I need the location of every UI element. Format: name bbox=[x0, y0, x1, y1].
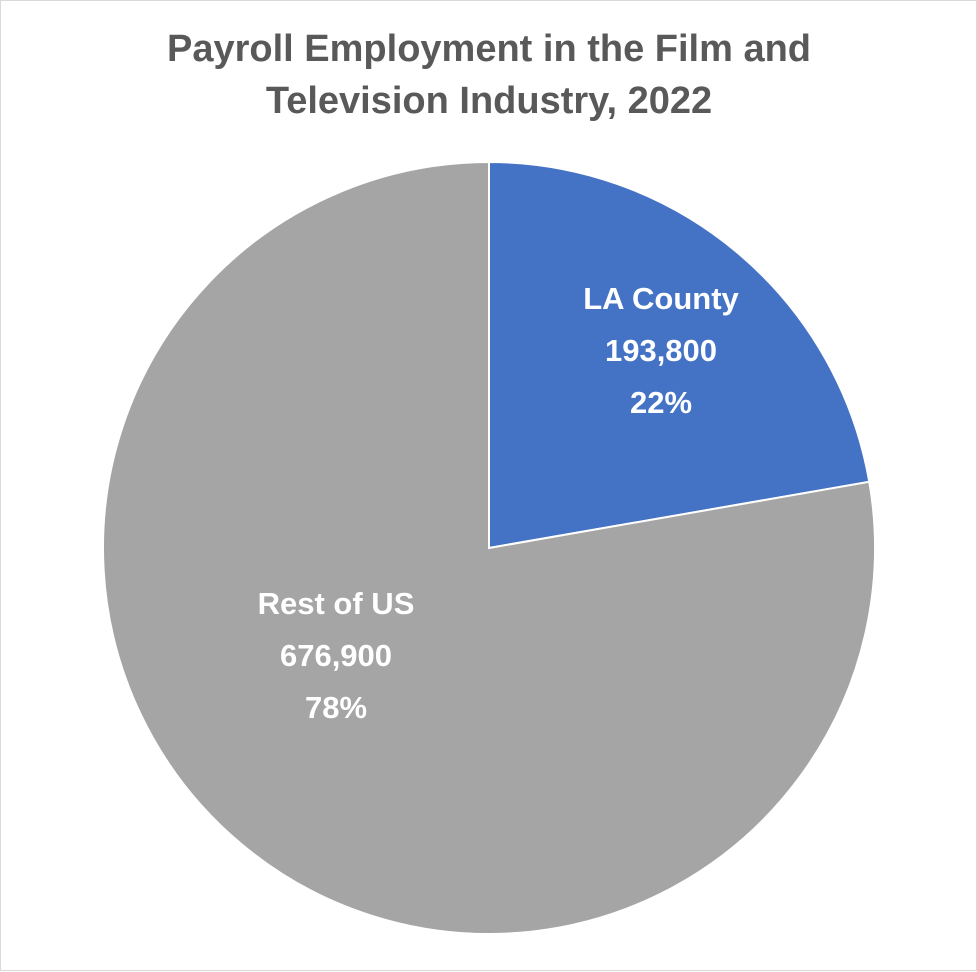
percent-label: 78% bbox=[305, 690, 367, 725]
pie-slice bbox=[102, 160, 876, 935]
slice-label: Rest of US bbox=[258, 586, 415, 621]
value-label: 676,900 bbox=[280, 638, 392, 673]
chart-title: Payroll Employment in the Film and Telev… bbox=[167, 28, 811, 122]
value-label: 193,800 bbox=[605, 333, 717, 368]
percent-label: 22% bbox=[630, 385, 692, 420]
slice-label: LA County bbox=[583, 281, 739, 316]
pie-slice bbox=[488, 160, 871, 550]
